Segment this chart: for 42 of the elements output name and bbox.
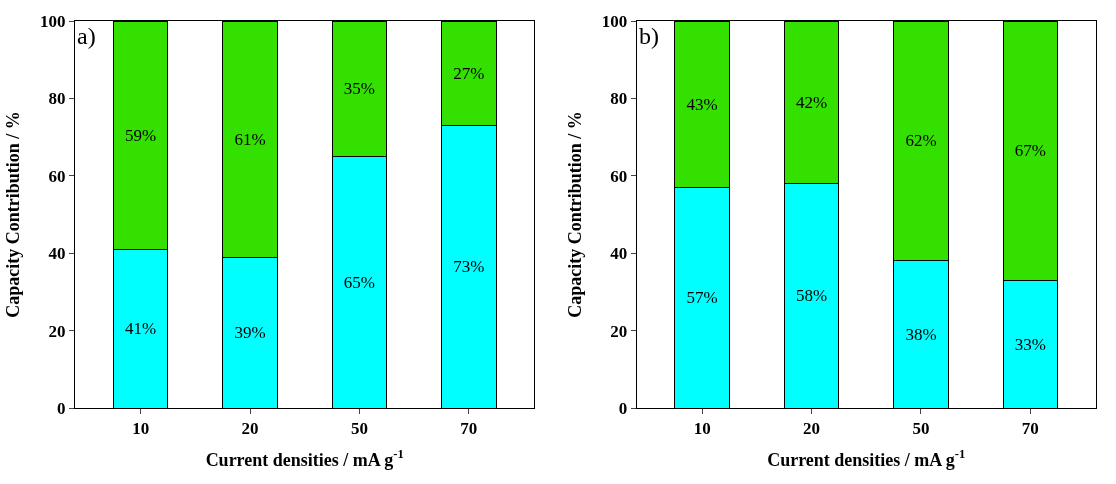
x-tick-label: 10	[132, 419, 150, 439]
y-tick-label: 20	[610, 321, 628, 341]
y-tick-label: 80	[48, 89, 66, 109]
data-label: 27%	[453, 63, 485, 83]
data-label: 61%	[234, 129, 266, 149]
y-tick-label: 100	[40, 11, 66, 31]
x-tick-label: 20	[241, 419, 259, 439]
y-tick-label: 0	[618, 398, 628, 418]
data-label: 33%	[1014, 334, 1046, 354]
y-axis-title: Capacity Contribution / %	[564, 111, 585, 318]
data-label: 39%	[234, 323, 266, 343]
annotation: b)	[639, 23, 659, 49]
y-tick-label: 60	[610, 166, 628, 186]
data-label: 67%	[1014, 141, 1046, 161]
x-tick-label: 50	[912, 419, 930, 439]
x-axis-title: Current densities / mA g$^{-1}$	[767, 446, 966, 470]
y-axis-title: Capacity Contribution / %	[3, 111, 24, 318]
data-label: 43%	[686, 94, 718, 114]
y-tick-label: 40	[48, 244, 66, 264]
y-tick-label: 0	[57, 398, 66, 418]
x-tick-label: 70	[460, 419, 478, 439]
x-tick-label: 70	[1021, 419, 1039, 439]
data-label: 42%	[795, 92, 828, 112]
data-label: 35%	[343, 79, 376, 99]
data-label: 65%	[343, 272, 376, 292]
y-tick-label: 80	[610, 89, 628, 109]
y-tick-label: 60	[48, 166, 66, 186]
x-tick-label: 50	[350, 419, 368, 439]
data-label: 62%	[905, 131, 937, 151]
x-tick-label: 10	[693, 419, 711, 439]
data-label: 73%	[453, 257, 485, 277]
y-tick-label: 100	[601, 11, 628, 31]
data-label: 58%	[795, 286, 828, 306]
x-tick-label: 20	[803, 419, 821, 439]
annotation: a)	[77, 23, 96, 49]
data-label: 41%	[125, 319, 157, 339]
x-axis-title: Current densities / mA g$^{-1}$	[205, 446, 404, 470]
y-tick-label: 40	[610, 244, 628, 264]
data-label: 59%	[125, 125, 157, 145]
y-tick-label: 20	[48, 321, 66, 341]
data-label: 57%	[686, 288, 718, 308]
data-label: 38%	[905, 324, 937, 344]
